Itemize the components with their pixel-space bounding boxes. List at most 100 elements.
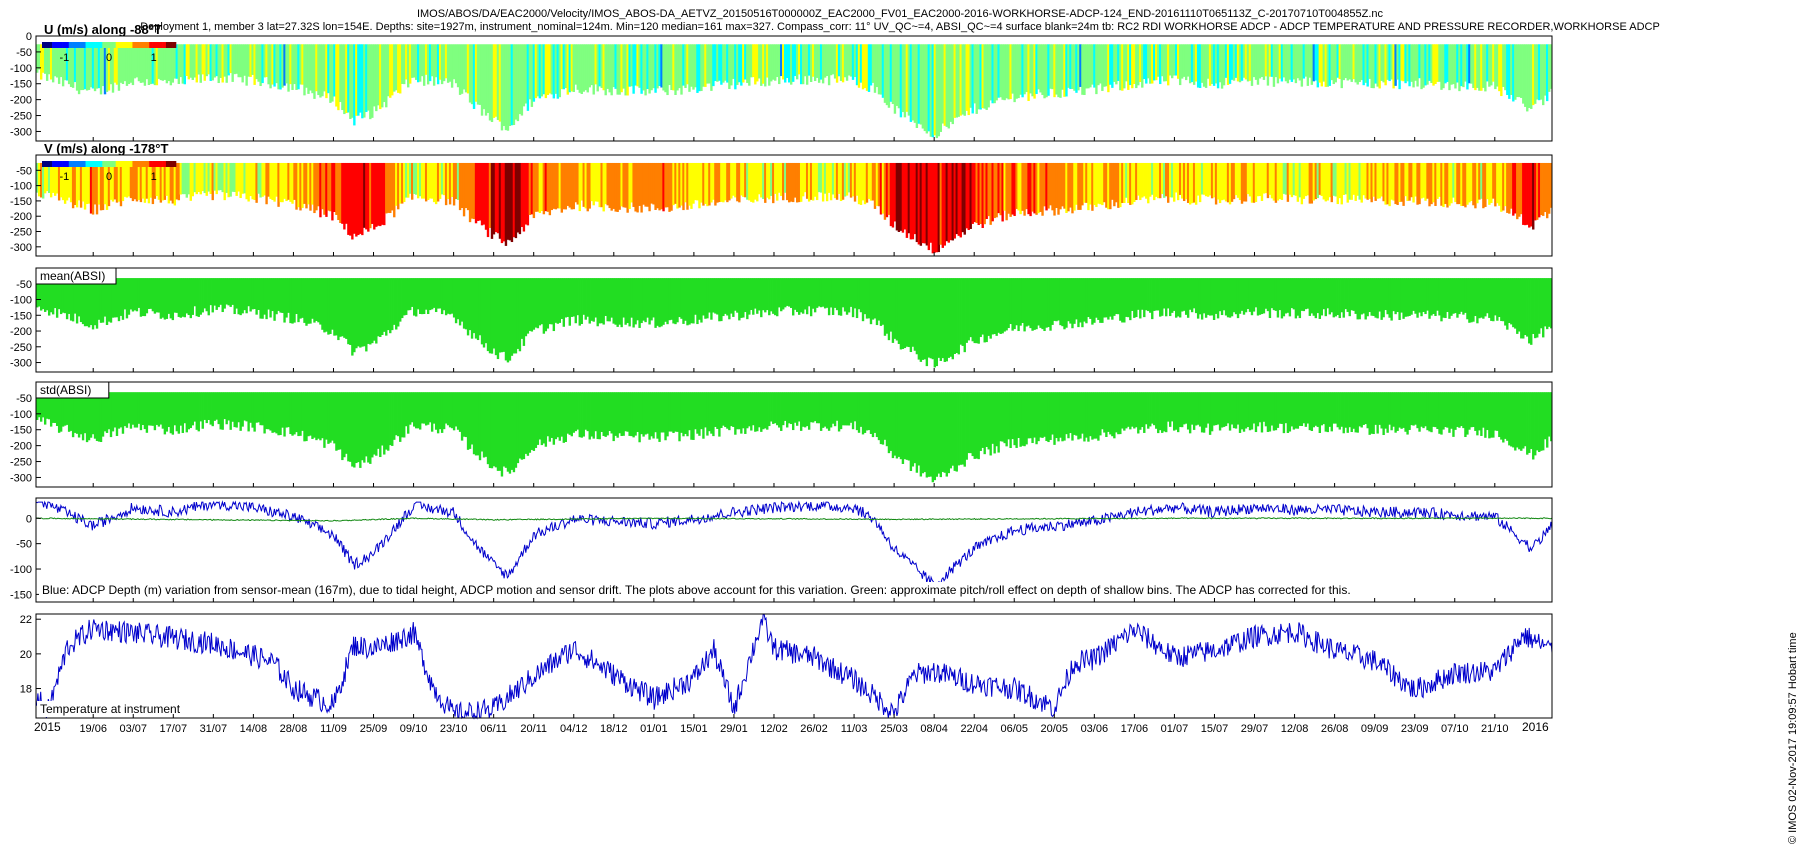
field-column bbox=[43, 392, 47, 425]
field-column bbox=[171, 162, 175, 204]
field-column bbox=[933, 278, 937, 368]
field-column bbox=[694, 392, 697, 430]
field-column bbox=[1352, 392, 1355, 429]
field-column bbox=[113, 278, 117, 318]
field-column bbox=[650, 392, 653, 437]
field-column bbox=[845, 44, 849, 81]
field-column bbox=[1133, 278, 1136, 318]
field-column bbox=[510, 162, 514, 243]
field-column bbox=[817, 392, 821, 424]
field-column bbox=[1176, 162, 1180, 201]
field-column bbox=[399, 44, 402, 94]
field-column bbox=[1109, 278, 1112, 317]
field-column bbox=[514, 162, 518, 239]
field-column bbox=[638, 44, 641, 88]
field-column bbox=[235, 162, 238, 196]
field-column bbox=[297, 392, 300, 437]
field-column bbox=[426, 392, 430, 425]
field-column bbox=[909, 392, 913, 472]
field-column bbox=[179, 162, 183, 195]
field-column bbox=[764, 44, 767, 87]
field-column bbox=[1119, 162, 1122, 208]
field-column bbox=[77, 162, 81, 201]
field-column bbox=[1508, 162, 1511, 214]
field-column bbox=[61, 392, 65, 427]
field-column bbox=[359, 392, 362, 468]
field-column bbox=[145, 44, 149, 80]
field-column bbox=[867, 162, 871, 199]
field-column bbox=[756, 44, 759, 82]
field-column bbox=[919, 44, 923, 125]
field-column bbox=[746, 278, 749, 320]
field-column bbox=[628, 278, 631, 327]
field-column bbox=[1210, 162, 1214, 199]
field-column bbox=[897, 278, 901, 344]
field-column bbox=[1206, 162, 1210, 197]
field-column bbox=[1286, 278, 1290, 313]
field-column bbox=[700, 162, 703, 203]
field-column bbox=[135, 44, 139, 78]
field-column bbox=[1498, 44, 1501, 92]
field-column bbox=[1356, 162, 1359, 196]
field-column bbox=[987, 392, 990, 450]
field-column bbox=[658, 44, 661, 87]
field-column bbox=[1504, 44, 1507, 91]
field-column bbox=[823, 278, 827, 309]
field-column bbox=[724, 162, 727, 201]
field-column bbox=[1546, 162, 1549, 219]
field-column bbox=[407, 392, 410, 434]
field-column bbox=[494, 278, 498, 356]
field-column bbox=[1362, 162, 1365, 196]
field-column bbox=[1388, 44, 1391, 82]
field-column bbox=[105, 392, 109, 433]
field-column bbox=[538, 44, 542, 99]
field-column bbox=[654, 44, 657, 93]
field-column bbox=[1097, 392, 1100, 441]
field-column bbox=[1163, 392, 1166, 432]
colorbar-step bbox=[55, 161, 60, 167]
field-column bbox=[770, 162, 773, 196]
colorbar-step bbox=[48, 161, 53, 167]
field-column bbox=[269, 392, 272, 431]
field-column bbox=[556, 278, 560, 324]
field-column bbox=[303, 162, 306, 204]
field-column bbox=[1194, 278, 1198, 314]
field-column bbox=[1178, 44, 1182, 86]
field-column bbox=[397, 392, 400, 437]
field-column bbox=[177, 392, 181, 434]
field-column bbox=[991, 278, 994, 335]
field-column bbox=[297, 44, 300, 90]
field-column bbox=[418, 44, 422, 82]
field-column bbox=[724, 278, 727, 314]
field-column bbox=[973, 278, 976, 344]
field-column bbox=[1105, 392, 1108, 437]
x-tick-label: 23/09 bbox=[1401, 723, 1429, 735]
field-column bbox=[1025, 162, 1028, 210]
field-column bbox=[528, 162, 532, 215]
field-column bbox=[127, 162, 131, 197]
field-column bbox=[634, 162, 637, 212]
field-column bbox=[1230, 278, 1234, 317]
field-column bbox=[189, 44, 192, 78]
field-column bbox=[1212, 392, 1216, 426]
field-column bbox=[644, 162, 647, 207]
field-column bbox=[1380, 44, 1383, 81]
field-column bbox=[626, 162, 629, 213]
field-column bbox=[295, 44, 298, 90]
field-column bbox=[748, 44, 751, 86]
field-column bbox=[1047, 162, 1050, 209]
field-column bbox=[955, 162, 958, 235]
field-column bbox=[829, 278, 833, 308]
field-column bbox=[614, 44, 617, 89]
field-column bbox=[1252, 162, 1256, 203]
field-column bbox=[819, 162, 823, 193]
field-column bbox=[1190, 278, 1194, 313]
field-column bbox=[1224, 278, 1228, 316]
field-column bbox=[1292, 392, 1296, 430]
field-column bbox=[1364, 392, 1367, 425]
field-column bbox=[1450, 392, 1453, 429]
field-column bbox=[1422, 162, 1425, 198]
field-column bbox=[636, 162, 639, 213]
field-column bbox=[259, 278, 262, 319]
field-column bbox=[1448, 162, 1451, 206]
